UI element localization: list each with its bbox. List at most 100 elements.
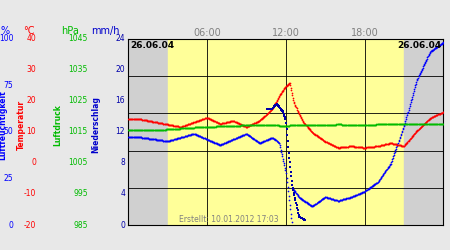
Point bbox=[144, 119, 151, 123]
Point bbox=[342, 145, 349, 149]
Point bbox=[162, 139, 169, 143]
Point bbox=[266, 106, 273, 110]
Text: 10: 10 bbox=[27, 127, 36, 136]
Point bbox=[396, 122, 404, 126]
Point bbox=[191, 126, 198, 130]
Point bbox=[283, 120, 290, 124]
Point bbox=[355, 192, 362, 196]
Point bbox=[238, 134, 245, 138]
Point bbox=[144, 136, 151, 140]
Point bbox=[357, 145, 364, 149]
Point bbox=[356, 123, 363, 127]
Point bbox=[424, 56, 431, 60]
Point bbox=[418, 124, 425, 128]
Point bbox=[210, 140, 217, 144]
Point bbox=[414, 122, 421, 126]
Point bbox=[281, 164, 288, 168]
Point bbox=[332, 198, 339, 202]
Point bbox=[426, 122, 433, 126]
Point bbox=[165, 127, 172, 131]
Point bbox=[207, 125, 214, 129]
Point bbox=[325, 142, 333, 146]
Point bbox=[334, 198, 341, 202]
Point bbox=[391, 151, 398, 155]
Point bbox=[367, 145, 374, 149]
Point bbox=[150, 137, 158, 141]
Point bbox=[308, 123, 315, 127]
Point bbox=[381, 142, 388, 146]
Point bbox=[423, 122, 430, 126]
Point bbox=[417, 125, 424, 129]
Point bbox=[281, 124, 288, 128]
Point bbox=[406, 138, 413, 141]
Point bbox=[291, 123, 298, 127]
Point bbox=[180, 126, 187, 130]
Point bbox=[322, 123, 329, 127]
Point bbox=[302, 123, 309, 127]
Point bbox=[333, 145, 341, 149]
Point bbox=[347, 195, 354, 199]
Point bbox=[175, 136, 182, 140]
Point bbox=[156, 121, 163, 125]
Point bbox=[153, 128, 161, 132]
Point bbox=[301, 218, 308, 222]
Point bbox=[261, 139, 269, 143]
Point bbox=[283, 84, 290, 88]
Point bbox=[310, 203, 318, 207]
Point bbox=[277, 106, 284, 110]
Text: 16: 16 bbox=[116, 96, 125, 105]
Point bbox=[139, 136, 146, 140]
Point bbox=[233, 124, 240, 128]
Point bbox=[434, 122, 441, 126]
Point bbox=[155, 128, 162, 132]
Point bbox=[158, 128, 165, 132]
Point bbox=[353, 145, 360, 149]
Point bbox=[386, 164, 393, 168]
Point bbox=[132, 136, 139, 140]
Point bbox=[378, 175, 385, 179]
Point bbox=[279, 157, 287, 161]
Point bbox=[424, 122, 432, 126]
Point bbox=[309, 123, 316, 127]
Point bbox=[264, 112, 271, 116]
Point bbox=[188, 121, 195, 125]
Point bbox=[135, 118, 142, 122]
Point bbox=[130, 128, 138, 132]
Point bbox=[387, 122, 394, 126]
Point bbox=[343, 196, 350, 200]
Point bbox=[415, 122, 422, 126]
Point bbox=[290, 100, 297, 104]
Point bbox=[234, 135, 242, 139]
Point bbox=[410, 132, 418, 136]
Point bbox=[219, 124, 226, 128]
Point bbox=[266, 137, 273, 141]
Point bbox=[206, 138, 213, 142]
Point bbox=[336, 198, 343, 202]
Text: 20: 20 bbox=[116, 65, 125, 74]
Point bbox=[365, 186, 372, 190]
Point bbox=[274, 140, 281, 144]
Point bbox=[315, 200, 322, 204]
Point bbox=[268, 136, 275, 140]
Point bbox=[394, 143, 401, 147]
Point bbox=[265, 137, 272, 141]
Point bbox=[272, 101, 279, 105]
Point bbox=[186, 122, 194, 126]
Point bbox=[430, 122, 437, 126]
Point bbox=[374, 144, 382, 148]
Point bbox=[263, 106, 270, 110]
Point bbox=[215, 142, 222, 146]
Point bbox=[336, 122, 343, 126]
Point bbox=[264, 138, 271, 141]
Point bbox=[384, 166, 391, 170]
Point bbox=[246, 134, 253, 138]
Point bbox=[328, 197, 335, 201]
Point bbox=[285, 82, 292, 86]
Point bbox=[336, 146, 343, 150]
Text: 1015: 1015 bbox=[68, 127, 88, 136]
Point bbox=[319, 138, 326, 142]
Point bbox=[245, 123, 252, 127]
Point bbox=[232, 136, 239, 140]
Point bbox=[260, 140, 267, 143]
Point bbox=[258, 116, 265, 120]
